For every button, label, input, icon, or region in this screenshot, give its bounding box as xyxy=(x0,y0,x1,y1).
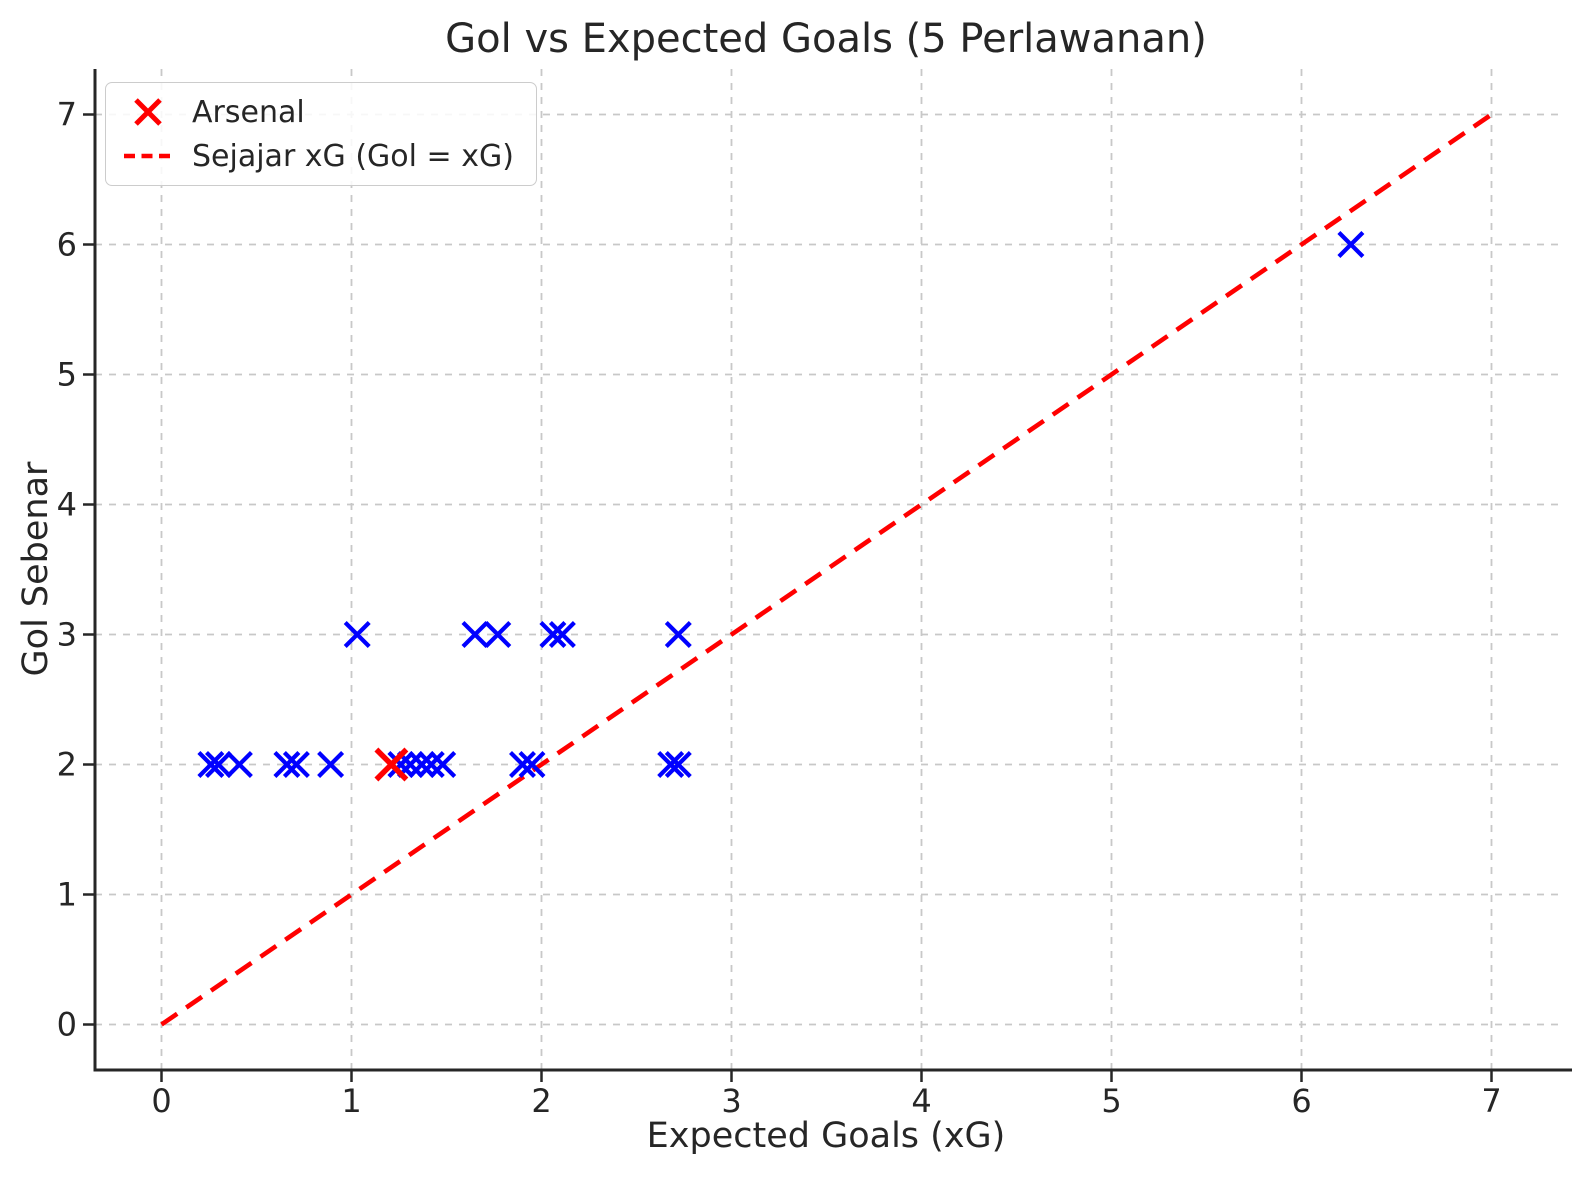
data-point xyxy=(197,751,225,778)
arsenal-data-point xyxy=(374,747,409,782)
data-point xyxy=(408,751,436,778)
y-tick-label: 7 xyxy=(57,96,77,134)
series-arsenal xyxy=(374,747,409,782)
tick-labels: 0 1 2 3 4 5 6 7 0 1 2 3 4 5 6 7 xyxy=(57,96,1502,1121)
tick-marks xyxy=(83,113,1493,1082)
legend-x-glyph xyxy=(134,98,162,126)
y-tick-label: 6 xyxy=(57,226,77,264)
data-point xyxy=(461,621,489,648)
legend-label-parity-line: Sejajar xG (Gol = xG) xyxy=(192,138,514,174)
y-tick-label: 2 xyxy=(57,746,77,784)
legend: Arsenal Sejajar xG (Gol = xG) xyxy=(105,82,537,186)
parity-reference-line xyxy=(160,112,1493,1027)
data-point xyxy=(273,751,301,778)
legend-item-parity-line: Sejajar xG (Gol = xG) xyxy=(120,134,514,178)
y-tick-label: 4 xyxy=(57,486,77,524)
x-tick-label: 5 xyxy=(1101,1082,1121,1120)
data-point xyxy=(317,751,345,778)
gridlines xyxy=(95,69,1558,1070)
data-point xyxy=(225,751,253,778)
data-point xyxy=(282,751,310,778)
chart-title: Gol vs Expected Goals (5 Perlawanan) xyxy=(445,16,1207,62)
red-x-marker-icon xyxy=(134,98,162,126)
data-point xyxy=(1337,231,1365,258)
legend-label-arsenal: Arsenal xyxy=(192,94,305,130)
data-point xyxy=(539,621,567,648)
x-tick-label: 7 xyxy=(1481,1082,1501,1120)
red-dashed-line-icon xyxy=(124,153,172,159)
y-tick-label: 3 xyxy=(57,616,77,654)
data-point xyxy=(387,751,415,778)
y-tick-label: 0 xyxy=(57,1006,77,1044)
y-tick-label: 1 xyxy=(57,876,77,914)
data-point xyxy=(548,621,576,648)
x-tick-label: 1 xyxy=(341,1082,361,1120)
x-tick-label: 2 xyxy=(531,1082,551,1120)
data-point xyxy=(509,751,536,778)
data-point xyxy=(484,621,512,648)
data-point xyxy=(205,751,232,778)
series-matches xyxy=(197,231,1365,778)
data-point xyxy=(343,621,371,648)
x-tick-label: 0 xyxy=(151,1082,171,1120)
data-point xyxy=(417,751,445,778)
y-axis-label: Gol Sebenar xyxy=(16,461,56,677)
axes-spines xyxy=(93,69,1572,1072)
x-tick-label: 3 xyxy=(721,1082,741,1120)
legend-item-arsenal: Arsenal xyxy=(120,90,514,134)
data-point xyxy=(429,751,457,778)
x-tick-label: 6 xyxy=(1291,1082,1311,1120)
data-point xyxy=(664,751,692,778)
data-point xyxy=(518,751,546,778)
data-point xyxy=(657,751,685,778)
x-axis-label: Expected Goals (xG) xyxy=(646,1116,1006,1156)
y-tick-label: 5 xyxy=(57,356,77,394)
data-point xyxy=(664,621,692,648)
x-tick-label: 4 xyxy=(911,1082,931,1120)
